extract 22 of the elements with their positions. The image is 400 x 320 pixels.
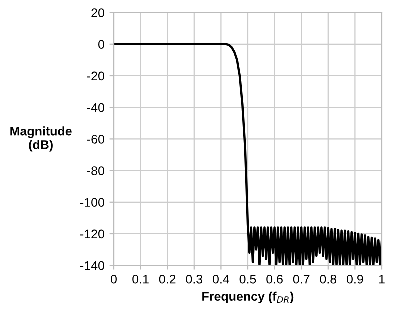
x-tick-label: 1: [379, 275, 385, 284]
x-tick-label: 0.5: [240, 274, 256, 284]
x-tick-label: 0.4: [213, 274, 230, 284]
x-tick-label: 0: [111, 274, 117, 284]
y-tick-label: -120: [80, 230, 104, 239]
x-tick-label: 0.3: [186, 274, 203, 284]
x-tick-label: 0.9: [347, 274, 364, 284]
y-tick-label: -80: [87, 166, 104, 176]
y-tick-label: -60: [87, 135, 104, 144]
x-tick-label: 0.6: [266, 274, 283, 284]
x-tick-label: 0.2: [159, 274, 176, 284]
y-tick-label: -40: [87, 103, 104, 112]
x-tick-label: 0.7: [293, 274, 310, 284]
y-tick-label: 0: [98, 40, 104, 50]
y-tick-label: 20: [92, 8, 104, 18]
x-axis-title: Frequency (f$_{DR}$): [202, 292, 294, 304]
y-tick-label: -140: [80, 261, 104, 270]
y-tick-label: -20: [87, 72, 104, 81]
y-axis-title: Magnitude (dB): [10, 126, 72, 152]
y-tick-label: -100: [80, 198, 104, 208]
x-tick-label: 0.1: [132, 274, 149, 284]
x-tick-label: 0.8: [320, 274, 337, 284]
